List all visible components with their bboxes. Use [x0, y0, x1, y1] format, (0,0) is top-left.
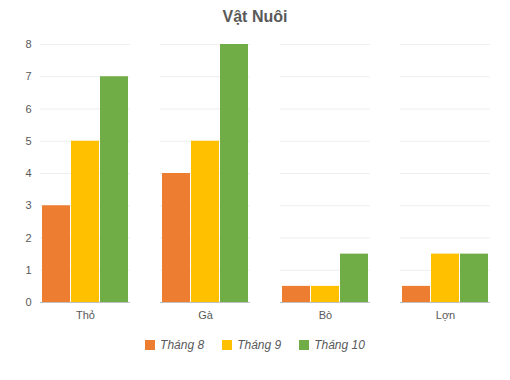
svg-text:Bò: Bò: [319, 309, 332, 321]
svg-text:Lợn: Lợn: [436, 309, 455, 321]
svg-text:Gà: Gà: [198, 309, 214, 321]
html-text:Tháng 10: Tháng 10: [314, 338, 365, 352]
svg-text:6: 6: [25, 103, 31, 115]
svg-text:2: 2: [25, 232, 31, 244]
svg-text:5: 5: [25, 135, 31, 147]
html-text:Tháng 8: Tháng 8: [160, 338, 205, 352]
html-text:Tháng 9: Tháng 9: [237, 338, 282, 352]
svg-text:3: 3: [25, 199, 31, 211]
svg-text:0: 0: [25, 296, 31, 308]
svg-text:4: 4: [25, 167, 31, 179]
svg-text:8: 8: [25, 38, 31, 50]
svg-text:1: 1: [25, 264, 31, 276]
svg-text:7: 7: [25, 70, 31, 82]
html-text:Vật Nuôi: Vật Nuôi: [222, 8, 288, 25]
svg-text:Thỏ: Thỏ: [76, 309, 95, 321]
